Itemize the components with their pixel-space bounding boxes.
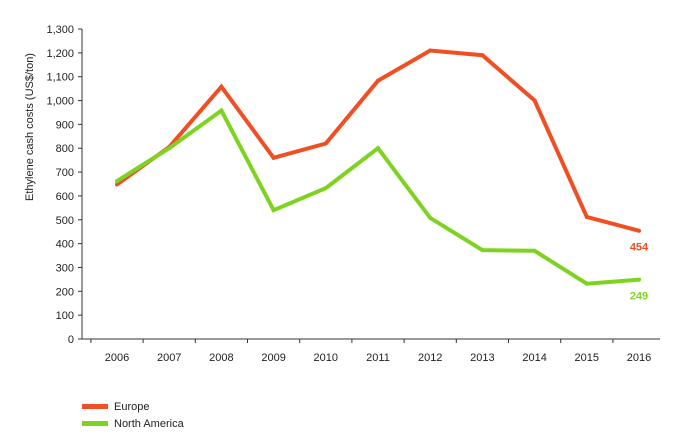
y-tick-label: 100 [56,310,74,322]
y-tick-label: 700 [56,167,74,179]
x-tick-label: 2015 [575,352,599,364]
legend-swatch-north-america [82,421,108,426]
data-point-north-america [167,146,172,151]
x-tick-label: 2007 [157,352,181,364]
y-tick-label: 1,200 [46,48,74,60]
y-tick-label: 600 [56,191,74,203]
data-point-europe [428,48,433,53]
data-point-europe [323,141,328,146]
x-axis-ticks: 2006 2007 2008 2009 2010 2011 2012 2013 2014 2015… [90,339,651,364]
series-line-europe [115,48,640,233]
y-tick-label: 400 [56,239,74,251]
data-point-europe [584,214,589,219]
y-tick-label: 900 [56,119,74,131]
y-axis-ticks: 0 100 200 300 400 500 600 700 800 900 1,000 1,100 1,… [46,24,82,346]
data-point-europe [115,182,119,187]
data-point-north-america [532,248,537,253]
y-tick-label: 500 [56,215,74,227]
legend-item-north-america: North America [82,415,184,432]
x-tick-label: 2016 [627,352,651,364]
data-point-north-america [428,215,433,220]
legend-swatch-europe [82,404,108,409]
data-point-europe [219,84,224,89]
x-tick-label: 2009 [261,352,285,364]
end-label-north-america: 249 [630,291,648,303]
data-point-europe [637,228,641,233]
legend-item-europe: Europe [82,398,184,415]
x-tick-label: 2010 [314,352,338,364]
data-point-north-america [115,179,119,184]
legend-label-europe: Europe [114,400,150,413]
y-tick-label: 200 [56,286,74,298]
y-tick-label: 300 [56,262,74,274]
x-tick-label: 2008 [209,352,233,364]
data-point-north-america [584,281,589,286]
legend-label-north-america: North America [114,417,184,430]
x-tick-label: 2012 [418,352,442,364]
data-point-north-america [376,146,380,151]
x-tick-label: 2013 [470,352,494,364]
y-tick-label: 1,000 [46,96,74,108]
data-point-north-america [480,248,485,253]
legend: Europe North America [82,398,184,432]
end-labels: 454 249 [630,242,649,303]
y-axis-title: Ethylene cash costs (US$/ton) [24,53,36,201]
y-tick-label: 1,300 [46,24,74,36]
data-point-europe [271,155,276,160]
end-label-europe: 454 [630,242,649,254]
y-tick-label: 800 [56,143,74,155]
axes [81,29,660,340]
data-point-north-america [219,108,224,113]
series-lines [115,48,641,286]
x-tick-label: 2006 [105,352,129,364]
x-tick-label: 2014 [522,352,546,364]
x-tick-label: 2011 [366,352,390,364]
series-line-north-america [115,107,640,286]
data-point-europe [480,53,485,58]
y-tick-label: 1,100 [46,72,74,84]
data-point-north-america [271,208,276,213]
data-point-europe [376,78,380,83]
data-point-north-america [323,186,328,191]
data-point-europe [532,98,537,103]
y-tick-label: 0 [68,334,74,346]
data-point-north-america [637,277,641,282]
